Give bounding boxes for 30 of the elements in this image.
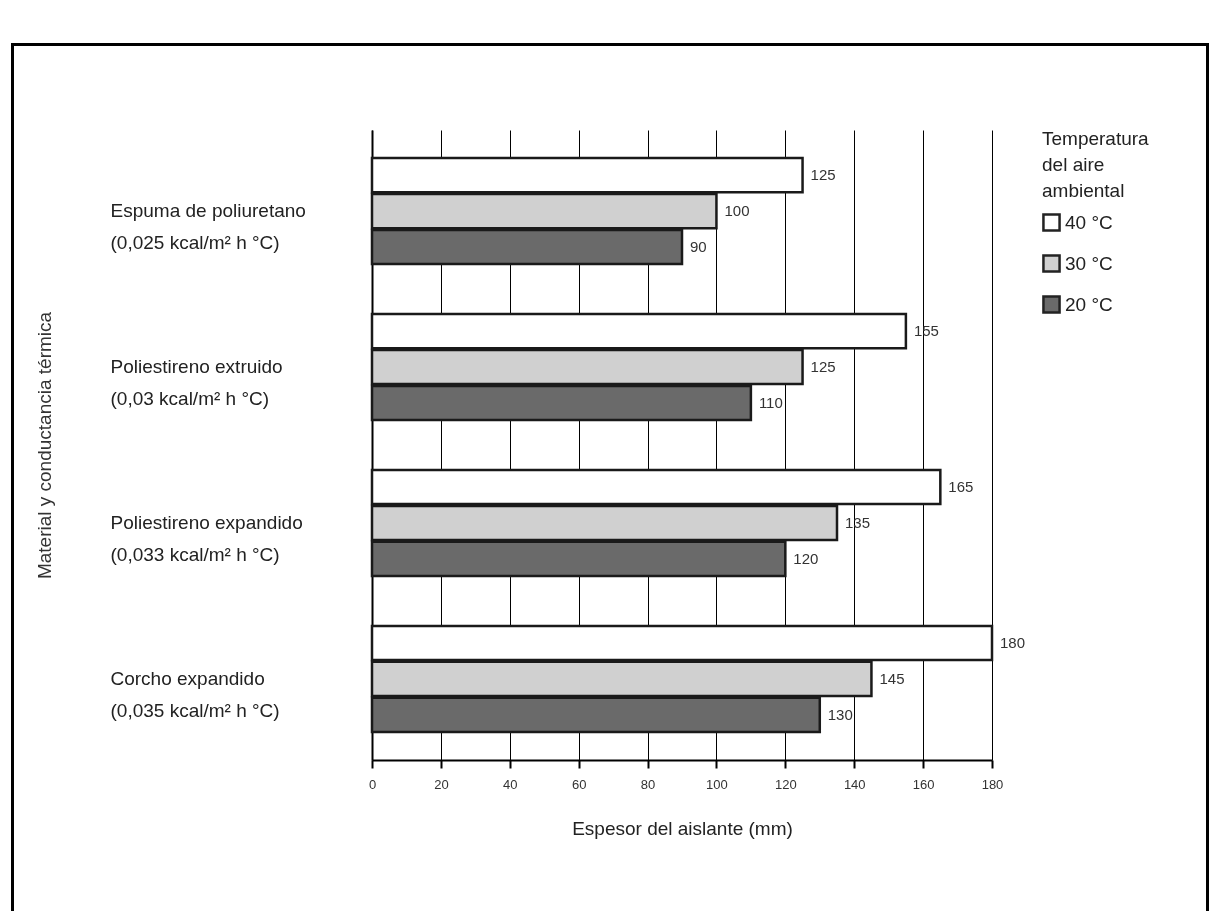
data-label: 130: [827, 705, 853, 723]
data-label: 120: [793, 549, 819, 567]
data-label: 145: [879, 669, 905, 687]
data-label: 100: [724, 202, 750, 220]
legend-label: 40 °C: [1065, 211, 1113, 233]
data-label: 165: [948, 478, 974, 496]
y-tick-label: Poliestireno extruido (0,03 kcal/m² h °C): [110, 356, 283, 410]
y-tick-label: Espuma de poliuretano (0,025 kcal/m² h °C): [110, 200, 306, 254]
y-tick-label: Poliestireno expandido (0,033 kcal/m² h °C): [110, 511, 303, 565]
legend-label: 20 °C: [1065, 293, 1113, 315]
legend-label: 30 °C: [1065, 252, 1113, 274]
x-tick-label: 0: [368, 776, 377, 792]
x-tick-label: 20: [434, 776, 449, 792]
x-tick-label: 80: [640, 776, 656, 792]
data-label: 125: [810, 166, 836, 184]
x-tick-label: 40: [503, 776, 518, 792]
x-tick-label: 100: [706, 776, 728, 792]
data-label: 110: [758, 393, 783, 411]
x-tick-label: 60: [571, 776, 587, 792]
y-tick-label: Corcho expandido (0,035 kcal/m² h °C): [110, 667, 280, 721]
x-tick-label: 140: [843, 776, 866, 792]
x-tick-label: 120: [774, 776, 797, 792]
legend-title: Temperatura del aire ambiental: [1042, 128, 1150, 201]
x-axis-title: Espesor del aislante (mm): [572, 817, 793, 839]
y-axis-title: Material y conductancia térmica: [33, 311, 55, 580]
data-label: 180: [1000, 633, 1026, 651]
data-label: 90: [690, 238, 707, 256]
data-label: 125: [810, 358, 836, 376]
x-tick-label: 160: [912, 776, 935, 792]
x-tick-label: 180: [981, 776, 1004, 792]
